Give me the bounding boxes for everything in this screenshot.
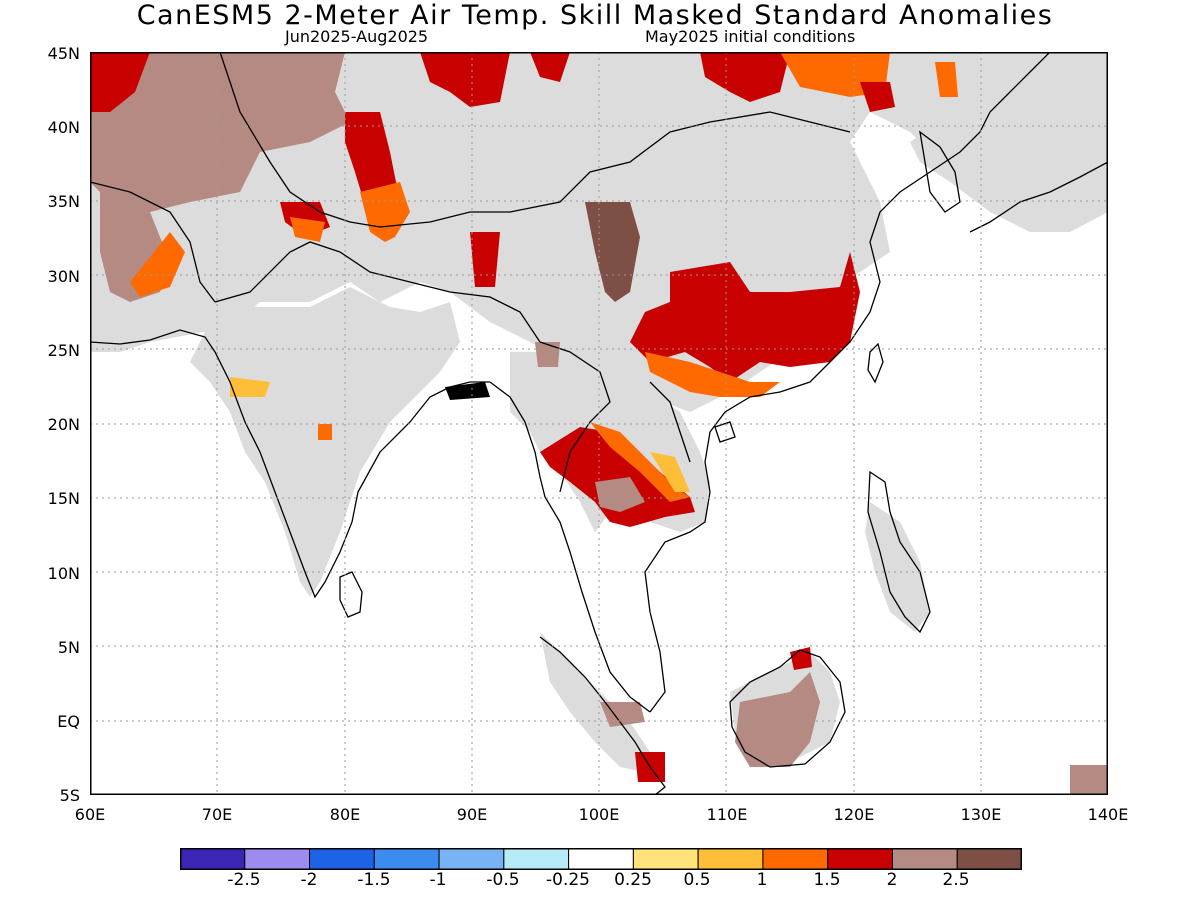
border-china [219, 52, 851, 228]
mask-philippines [865, 502, 930, 632]
colorbar-label: -1 [429, 870, 447, 890]
anomaly-india-yellow [230, 377, 270, 397]
anomaly-borneo-brown [735, 672, 820, 767]
anomaly-thailand-red [540, 427, 695, 527]
lon-label-70e: 70E [201, 805, 233, 824]
coast-indochina [644, 52, 1051, 713]
colorbar-label: 2.5 [942, 870, 970, 890]
mask-japan-korea [910, 122, 1108, 232]
colorbar-label: 0.25 [614, 870, 652, 890]
anomaly-png-brown [1070, 765, 1108, 795]
anomaly-thailand-brown [595, 477, 645, 512]
anomaly-layer [90, 52, 1108, 795]
border-myanmar [539, 341, 611, 493]
anomaly-ne-china-red-2 [860, 82, 895, 112]
lat-label-45n: 45N [47, 44, 80, 63]
coast-borneo [729, 649, 846, 768]
anomaly-iran-orange [130, 232, 185, 297]
colorbar-swatch [244, 848, 311, 870]
colorbar-label: 0.5 [683, 870, 711, 890]
map-title: CanESM5 2-Meter Air Temp. Skill Masked S… [136, 0, 1054, 31]
colorbar-label: 2 [886, 870, 898, 890]
anomaly-map [90, 52, 1108, 795]
lat-label-5n: 5N [57, 638, 80, 657]
lon-label-100e: 100E [578, 805, 620, 824]
colorbar-label: -2.5 [227, 870, 261, 890]
colorbar-label: 1 [756, 870, 768, 890]
colorbar-label: -0.5 [486, 870, 520, 890]
gridlines [90, 52, 1108, 795]
border-iran [90, 181, 216, 303]
colorbar [180, 848, 1022, 870]
lat-label-eq: EQ [57, 712, 80, 731]
lon-label-140e: 140E [1087, 805, 1129, 824]
colorbar-swatch [632, 848, 699, 870]
colorbar-swatch [827, 848, 893, 870]
colorbar-label: -1.5 [357, 870, 391, 890]
coast-sri-lanka [339, 571, 363, 618]
colorbar-swatch [373, 848, 440, 870]
colorbar-swatch [697, 848, 764, 870]
anomaly-tibet-red [470, 232, 500, 287]
lat-label-5s: 5S [59, 786, 80, 805]
anomaly-mongolia-red [420, 52, 510, 107]
coast-sumatra [539, 636, 666, 795]
coast-arabian-sea [90, 329, 490, 599]
anomaly-manchuria-orange [935, 62, 958, 97]
coast-korea [919, 130, 961, 213]
anomaly-ne-china-red [700, 52, 790, 102]
forecast-period: Jun2025-Aug2025 [285, 27, 429, 46]
colorbar-swatch [762, 848, 829, 870]
colorbar-swatch [438, 848, 505, 870]
anomaly-south-china-orange [645, 352, 780, 397]
initial-conditions: May2025 initial conditions [645, 27, 856, 46]
coast-philippines [867, 470, 931, 634]
anomaly-burma-brown [535, 342, 560, 367]
colorbar-swatch [180, 848, 246, 870]
anomaly-mongolia-red-2 [530, 52, 570, 82]
colorbar-label: -0.25 [546, 870, 590, 890]
anomaly-india-orange [318, 424, 332, 440]
anomaly-kashmir-orange [290, 217, 325, 242]
lat-label-15n: 15N [47, 489, 80, 508]
lon-label-90e: 90E [456, 805, 488, 824]
colorbar-swatch [309, 848, 375, 870]
coast-taiwan [867, 342, 884, 384]
anomaly-west-asia-red [90, 52, 150, 112]
lat-label-40n: 40N [47, 118, 80, 137]
lat-label-20n: 20N [47, 415, 80, 434]
border-vietnam [649, 381, 691, 463]
lat-label-30n: 30N [47, 267, 80, 286]
map-border [90, 52, 1108, 795]
lat-label-10n: 10N [47, 564, 80, 583]
coast-hainan [714, 421, 736, 443]
lon-label-110e: 110E [706, 805, 748, 824]
anomaly-west-asia-brown [90, 52, 350, 302]
ganges-delta [445, 382, 490, 400]
anomaly-thailand-orange [590, 422, 690, 502]
lon-label-80e: 80E [329, 805, 361, 824]
mask-sumatra [540, 632, 650, 772]
colorbar-swatch [503, 848, 570, 870]
lon-label-60e: 60E [74, 805, 106, 824]
colorbar-swatch [956, 848, 1022, 870]
anomaly-thailand-yellow [650, 452, 690, 492]
colorbar-label: -2 [300, 870, 318, 890]
lon-label-130e: 130E [960, 805, 1002, 824]
lat-label-25n: 25N [47, 341, 80, 360]
anomaly-afghan-brown [280, 52, 345, 112]
coastline-layer [90, 52, 1108, 795]
lon-label-120e: 120E [833, 805, 875, 824]
coast-bay-of-bengal [489, 381, 651, 713]
lat-label-35n: 35N [47, 192, 80, 211]
anomaly-tarim-orange [360, 182, 410, 242]
coast-japan [969, 161, 1108, 233]
border-india-north [214, 241, 541, 343]
anomaly-sumatra-brown [600, 702, 645, 727]
anomaly-south-china-red [630, 252, 860, 382]
colorbar-swatch [891, 848, 958, 870]
mask-india [190, 287, 460, 597]
colorbar-swatch [568, 848, 634, 870]
colorbar-label: 1.5 [813, 870, 841, 890]
